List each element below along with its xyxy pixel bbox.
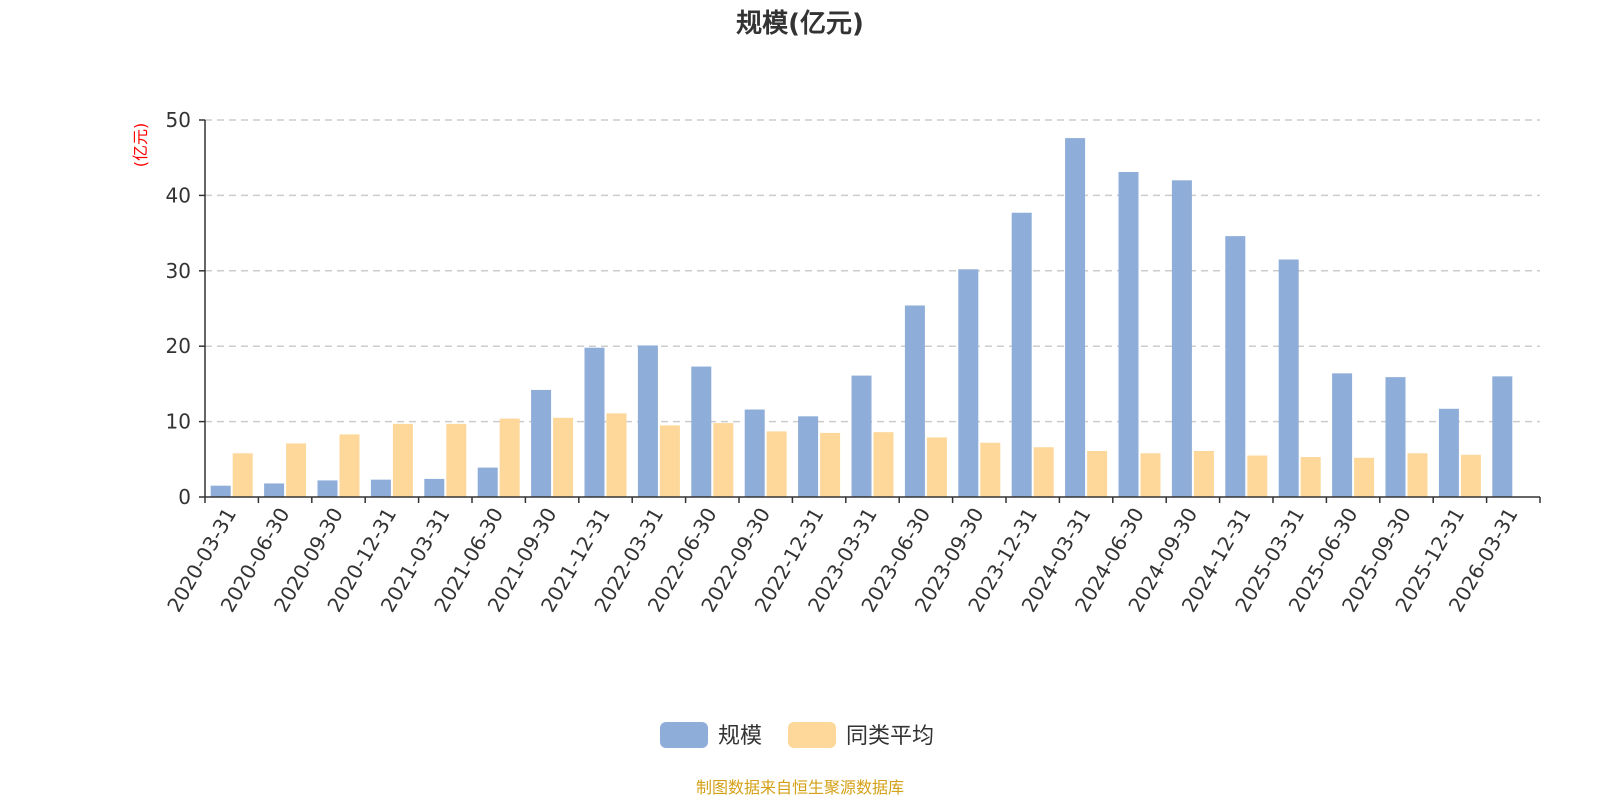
bar-peer-average (446, 423, 467, 497)
axes (204, 120, 1540, 498)
legend-swatch-scale[interactable] (660, 722, 708, 748)
bar-scale (744, 409, 765, 497)
bar-scale (264, 483, 285, 497)
bar-scale (691, 366, 712, 497)
y-tick-label: 50 (166, 108, 191, 132)
bar-peer-average (1193, 451, 1214, 497)
bar-peer-average (1460, 454, 1481, 497)
bar-scale (1438, 408, 1459, 497)
bar-scale (210, 485, 231, 497)
bar-scale (904, 305, 925, 497)
bar-peer-average (553, 417, 574, 497)
grid-lines (205, 119, 1540, 423)
bar-peer-average (873, 432, 894, 497)
y-tick-label: 0 (178, 485, 191, 509)
bars (210, 138, 1513, 497)
bar-peer-average (980, 442, 1001, 497)
bar-peer-average (659, 425, 680, 497)
bar-peer-average (1033, 447, 1054, 497)
bar-scale (637, 345, 658, 497)
bar-peer-average (606, 413, 627, 497)
y-tick-label: 10 (166, 410, 191, 434)
legend-swatch-peer-average[interactable] (788, 722, 836, 748)
x-axis-ticks: 2020-03-312020-06-302020-09-302020-12-31… (162, 497, 1541, 616)
legend: 规模 同类平均 (660, 722, 934, 749)
y-tick-label: 40 (166, 183, 191, 207)
bar-scale (1011, 212, 1032, 497)
bar-scale (477, 467, 498, 497)
chart-title: 规模(亿元) (736, 9, 864, 39)
legend-label-peer-average[interactable]: 同类平均 (846, 724, 934, 749)
bar-scale (851, 375, 872, 497)
legend-label-scale[interactable]: 规模 (718, 724, 762, 749)
source-footer: 制图数据来自恒生聚源数据库 (696, 778, 904, 797)
bar-scale (584, 347, 605, 497)
bar-scale (1385, 377, 1406, 497)
bar-scale (1065, 138, 1086, 497)
bar-peer-average (1354, 457, 1375, 497)
bar-peer-average (1300, 457, 1321, 497)
bar-peer-average (1087, 451, 1108, 497)
bar-peer-average (286, 443, 307, 497)
bar-peer-average (766, 431, 787, 497)
bar-peer-average (926, 437, 947, 497)
bar-peer-average (1140, 453, 1161, 497)
bar-scale (798, 416, 819, 497)
bar-peer-average (232, 453, 253, 497)
bar-scale (370, 479, 391, 497)
bar-peer-average (392, 423, 413, 497)
bar-scale (958, 269, 979, 497)
y-axis-ticks: 0 10 20 30 40 50 (166, 108, 205, 509)
bar-scale (317, 480, 338, 497)
bar-peer-average (1407, 453, 1428, 497)
bar-scale (1171, 180, 1192, 497)
bar-scale (1225, 236, 1246, 497)
bar-peer-average (339, 434, 360, 497)
bar-peer-average (1247, 455, 1268, 497)
y-tick-label: 20 (166, 334, 191, 358)
y-axis-unit-label: (亿元) (131, 123, 150, 168)
y-tick-label: 30 (166, 259, 191, 283)
bar-peer-average (820, 432, 841, 497)
bar-scale (1278, 259, 1299, 497)
bar-scale (424, 478, 445, 497)
bar-scale (1118, 172, 1139, 497)
bar-scale (1492, 376, 1513, 497)
bar-scale (531, 389, 552, 497)
bar-scale (1332, 373, 1353, 497)
bar-peer-average (713, 423, 734, 497)
bar-peer-average (499, 418, 520, 497)
